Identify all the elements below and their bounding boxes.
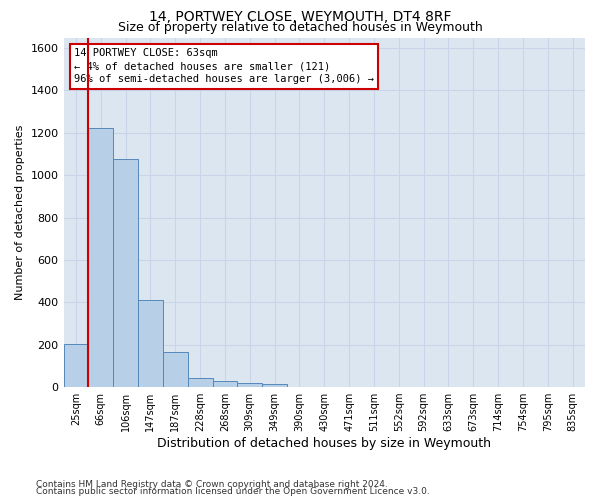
Bar (163, 352, 188, 387)
Bar (262, 384, 287, 387)
Bar (138, 300, 163, 387)
Text: Contains public sector information licensed under the Open Government Licence v3: Contains public sector information licen… (36, 487, 430, 496)
Text: 14, PORTWEY CLOSE, WEYMOUTH, DT4 8RF: 14, PORTWEY CLOSE, WEYMOUTH, DT4 8RF (149, 10, 451, 24)
Y-axis label: Number of detached properties: Number of detached properties (15, 124, 25, 300)
X-axis label: Distribution of detached houses by size in Weymouth: Distribution of detached houses by size … (157, 437, 491, 450)
Text: 14 PORTWEY CLOSE: 63sqm
← 4% of detached houses are smaller (121)
96% of semi-de: 14 PORTWEY CLOSE: 63sqm ← 4% of detached… (74, 48, 374, 84)
Bar (212, 381, 238, 387)
Bar (88, 128, 113, 387)
Text: Size of property relative to detached houses in Weymouth: Size of property relative to detached ho… (118, 21, 482, 34)
Bar (238, 384, 262, 387)
Bar (113, 160, 138, 387)
Bar (188, 378, 212, 387)
Bar (64, 344, 88, 387)
Text: Contains HM Land Registry data © Crown copyright and database right 2024.: Contains HM Land Registry data © Crown c… (36, 480, 388, 489)
